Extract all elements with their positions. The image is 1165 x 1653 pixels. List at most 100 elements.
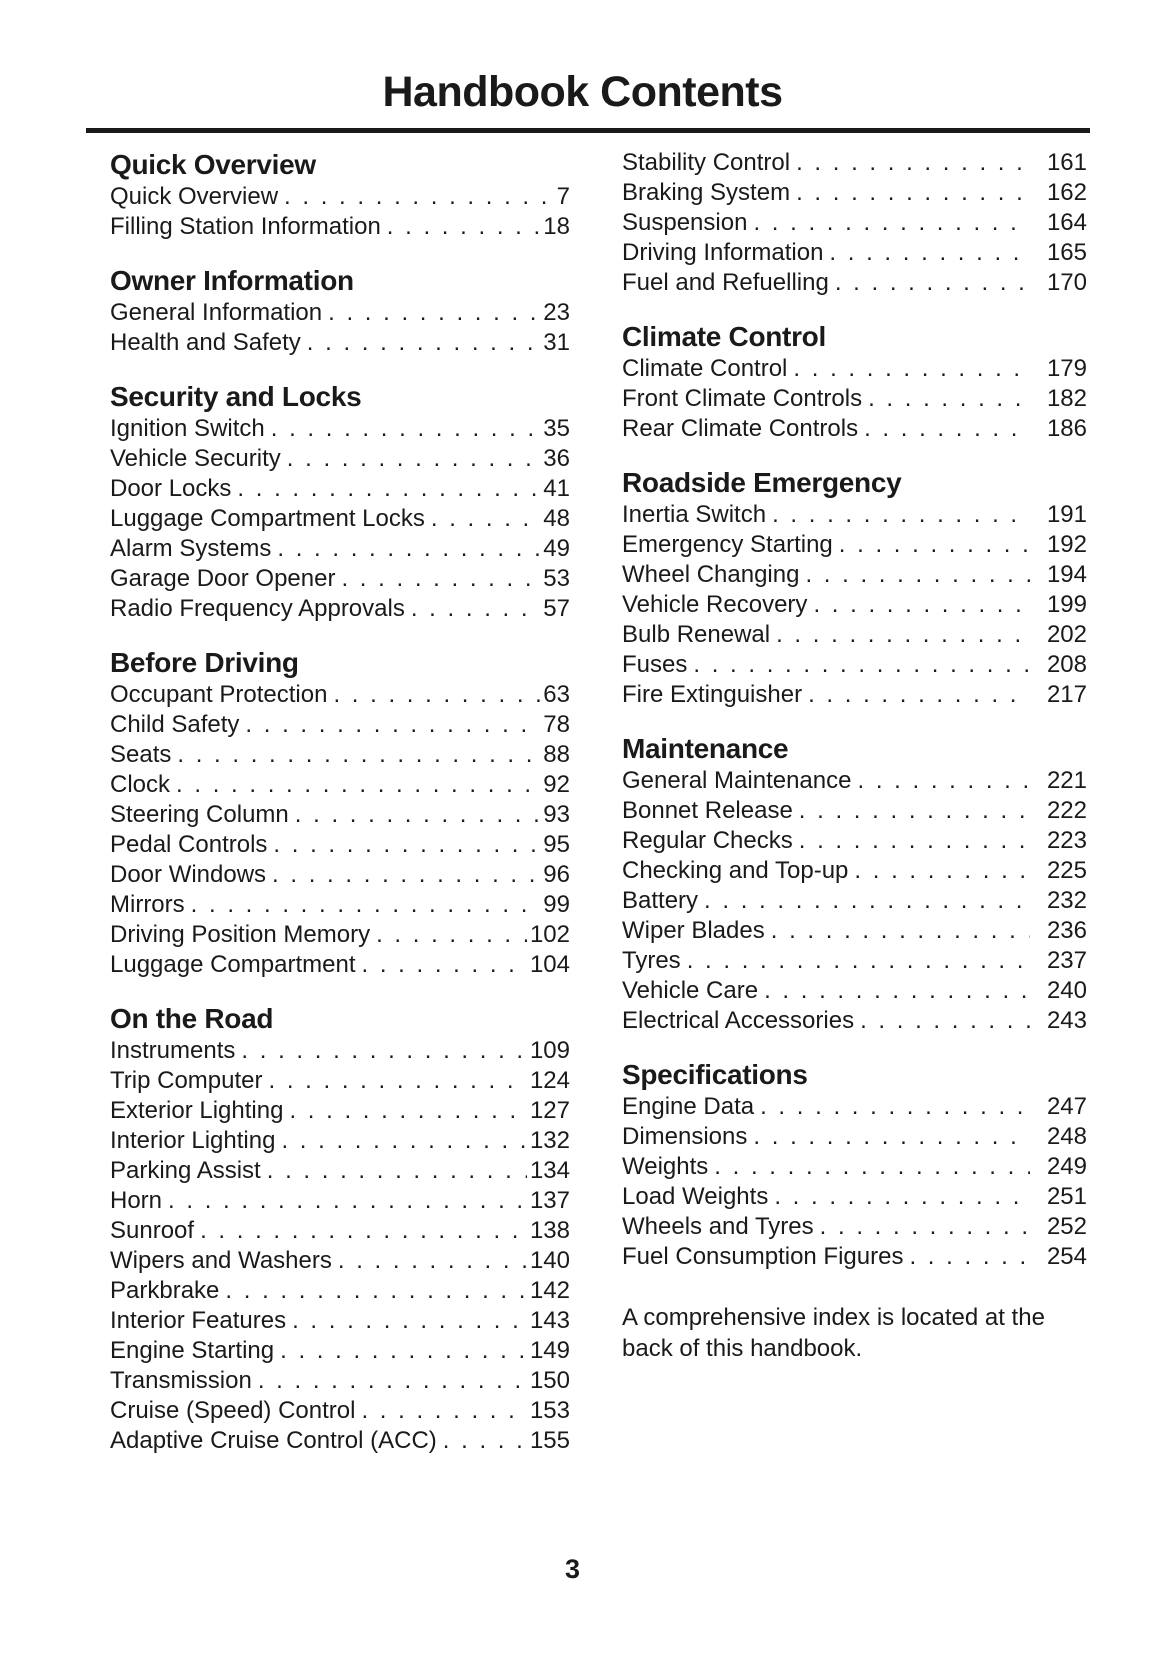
toc-dot-leader xyxy=(200,1216,527,1246)
toc-section-heading: Specifications xyxy=(622,1059,808,1090)
toc-dot-leader xyxy=(443,1426,527,1456)
toc-dot-leader xyxy=(808,680,1030,710)
toc-entry: Clock 92 xyxy=(110,770,570,800)
toc-entry-page: 249 xyxy=(1046,1153,1087,1180)
toc-entry: Exterior Lighting 127 xyxy=(110,1096,570,1126)
toc-entry-page: 35 xyxy=(543,415,570,442)
toc-entry-page: 225 xyxy=(1046,857,1087,884)
toc-dot-leader xyxy=(237,474,540,504)
toc-entry: Adaptive Cruise Control (ACC) 155 xyxy=(110,1426,570,1456)
toc-entry-page: 149 xyxy=(529,1337,570,1364)
toc-dot-leader xyxy=(764,976,1030,1006)
toc-entry-label: Sunroof xyxy=(110,1217,195,1244)
toc-entry-page: 161 xyxy=(1046,149,1087,176)
toc-entry: Garage Door Opener 53 xyxy=(110,564,570,594)
toc-dot-leader xyxy=(854,856,1030,886)
toc-entry-page: 164 xyxy=(1046,209,1087,236)
toc-entry-label: Vehicle Recovery xyxy=(622,591,808,618)
toc-entry-page: 202 xyxy=(1046,621,1087,648)
toc-entry-label: Instruments xyxy=(110,1037,236,1064)
toc-entry-page: 179 xyxy=(1046,355,1087,382)
toc-entry: Alarm Systems 49 xyxy=(110,534,570,564)
toc-entry-page: 49 xyxy=(543,535,570,562)
toc-dot-leader xyxy=(753,1122,1030,1152)
toc-entry-label: Checking and Top-up xyxy=(622,857,849,884)
toc-entry-page: 7 xyxy=(556,183,570,210)
toc-dot-leader xyxy=(168,1186,527,1216)
toc-entry-page: 134 xyxy=(529,1157,570,1184)
toc-dot-leader xyxy=(860,1006,1030,1036)
toc-entry-page: 208 xyxy=(1046,651,1087,678)
toc-dot-leader xyxy=(774,1182,1030,1212)
toc-entry: Luggage Compartment 104 xyxy=(110,950,570,980)
toc-entry-page: 109 xyxy=(529,1037,570,1064)
toc-dot-leader xyxy=(191,890,541,920)
toc-entry-page: 240 xyxy=(1046,977,1087,1004)
toc-entry-label: Steering Column xyxy=(110,801,289,828)
toc-entry-page: 186 xyxy=(1046,415,1087,442)
toc-entry-label: Weights xyxy=(622,1153,709,1180)
toc-entry-label: Bonnet Release xyxy=(622,797,793,824)
toc-dot-leader xyxy=(341,564,540,594)
toc-entry-label: Engine Data xyxy=(622,1093,755,1120)
toc-entry: Parking Assist 134 xyxy=(110,1156,570,1186)
toc-dot-leader xyxy=(295,800,541,830)
toc-entry: Fuel Consumption Figures 254 xyxy=(622,1242,1087,1272)
toc-entry-label: Door Windows xyxy=(110,861,267,888)
toc-entry-label: Fuel and Refuelling xyxy=(622,269,829,296)
toc-dot-leader xyxy=(704,886,1030,916)
toc-entry-page: 104 xyxy=(529,951,570,978)
toc-entry-page: 31 xyxy=(543,329,570,356)
toc-entry: Battery 232 xyxy=(622,886,1087,916)
toc-dot-leader xyxy=(333,680,540,710)
toc-entry-label: Driving Information xyxy=(622,239,824,266)
toc-entry-page: 251 xyxy=(1046,1183,1087,1210)
toc-entry-label: Wheel Changing xyxy=(622,561,800,588)
toc-entry: Tyres 237 xyxy=(622,946,1087,976)
toc-dot-leader xyxy=(241,1036,527,1066)
toc-entry-label: Engine Starting xyxy=(110,1337,275,1364)
toc-entry: Driving Information 165 xyxy=(622,238,1087,268)
toc-dot-leader xyxy=(687,946,1030,976)
toc-entry: Wiper Blades 236 xyxy=(622,916,1087,946)
toc-entry-label: Regular Checks xyxy=(622,827,793,854)
toc-entry: General Maintenance 221 xyxy=(622,766,1087,796)
toc-entry-page: 232 xyxy=(1046,887,1087,914)
toc-entry: Engine Starting 149 xyxy=(110,1336,570,1366)
toc-dot-leader xyxy=(284,182,554,212)
toc-entry-page: 48 xyxy=(543,505,570,532)
toc-entry: Checking and Top-up 225 xyxy=(622,856,1087,886)
toc-entry: Radio Frequency Approvals 57 xyxy=(110,594,570,624)
toc-dot-leader xyxy=(281,1126,527,1156)
toc-dot-leader xyxy=(839,530,1030,560)
toc-dot-leader xyxy=(753,208,1030,238)
toc-entry-label: Luggage Compartment Locks xyxy=(110,505,425,532)
toc-column-right: Stability Control161Braking System162Sus… xyxy=(622,148,1087,1456)
toc-entry-page: 93 xyxy=(543,801,570,828)
toc-entry-page: 23 xyxy=(543,299,570,326)
toc-dot-leader xyxy=(280,1336,527,1366)
toc-dot-leader xyxy=(857,766,1029,796)
toc-dot-leader xyxy=(864,414,1030,444)
toc-entry-page: 95 xyxy=(543,831,570,858)
toc-dot-leader xyxy=(271,414,541,444)
toc-entry: Suspension 164 xyxy=(622,208,1087,238)
toc-dot-leader xyxy=(796,148,1030,178)
toc-entry: Wheel Changing 194 xyxy=(622,560,1087,590)
toc-entry-label: Suspension xyxy=(622,209,748,236)
toc-entry-label: Battery xyxy=(622,887,699,914)
toc-dot-leader xyxy=(338,1246,527,1276)
toc-entry: Transmission 150 xyxy=(110,1366,570,1396)
toc-entry-page: 192 xyxy=(1046,531,1087,558)
toc-entry: Engine Data 247 xyxy=(622,1092,1087,1122)
toc-entry-page: 199 xyxy=(1046,591,1087,618)
toc-entry-page: 63 xyxy=(543,681,570,708)
toc-entry: General Information 23 xyxy=(110,298,570,328)
toc-dot-leader xyxy=(361,1396,527,1426)
toc-entry: Climate Control 179 xyxy=(622,354,1087,384)
toc-entry-label: Interior Lighting xyxy=(110,1127,276,1154)
toc-entry-page: 153 xyxy=(529,1397,570,1424)
toc-entry: Inertia Switch 191 xyxy=(622,500,1087,530)
